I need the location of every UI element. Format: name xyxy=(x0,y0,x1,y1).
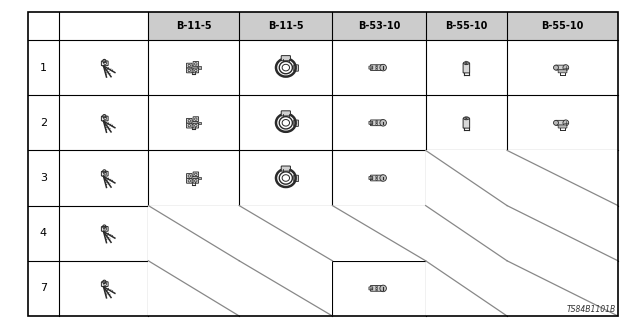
FancyBboxPatch shape xyxy=(463,63,470,73)
FancyBboxPatch shape xyxy=(371,175,383,181)
Circle shape xyxy=(554,120,559,125)
FancyBboxPatch shape xyxy=(190,66,197,69)
FancyBboxPatch shape xyxy=(371,285,383,291)
FancyBboxPatch shape xyxy=(371,65,383,70)
FancyBboxPatch shape xyxy=(186,123,192,128)
Circle shape xyxy=(380,120,387,126)
Ellipse shape xyxy=(463,62,469,65)
FancyBboxPatch shape xyxy=(558,70,567,73)
Text: TS84B1101B: TS84B1101B xyxy=(567,305,616,314)
Bar xyxy=(198,66,201,69)
Bar xyxy=(239,206,332,261)
Bar xyxy=(198,122,201,124)
FancyBboxPatch shape xyxy=(193,172,198,177)
FancyBboxPatch shape xyxy=(186,174,192,178)
FancyBboxPatch shape xyxy=(193,68,198,73)
FancyBboxPatch shape xyxy=(369,66,372,69)
Circle shape xyxy=(380,285,387,292)
Text: B-55-10: B-55-10 xyxy=(445,21,488,31)
Text: 3: 3 xyxy=(40,173,47,183)
Circle shape xyxy=(380,175,387,181)
Bar xyxy=(148,206,239,261)
FancyBboxPatch shape xyxy=(193,123,198,128)
Text: 7: 7 xyxy=(40,284,47,293)
Text: B-53-10: B-53-10 xyxy=(358,21,400,31)
FancyBboxPatch shape xyxy=(186,68,192,73)
Bar xyxy=(507,261,618,316)
FancyBboxPatch shape xyxy=(186,63,192,68)
Bar xyxy=(426,261,507,316)
FancyBboxPatch shape xyxy=(294,65,298,71)
Bar xyxy=(426,206,507,261)
Bar xyxy=(239,261,332,316)
Bar xyxy=(148,261,239,316)
Text: B-11-5: B-11-5 xyxy=(268,21,303,31)
FancyBboxPatch shape xyxy=(463,118,470,128)
FancyBboxPatch shape xyxy=(101,116,108,121)
FancyBboxPatch shape xyxy=(294,175,298,181)
Circle shape xyxy=(554,65,559,70)
FancyBboxPatch shape xyxy=(558,125,567,128)
Circle shape xyxy=(563,120,569,126)
Bar xyxy=(507,150,618,206)
Text: B-55-10: B-55-10 xyxy=(541,21,584,31)
FancyBboxPatch shape xyxy=(556,120,566,125)
Circle shape xyxy=(380,64,387,71)
Circle shape xyxy=(563,65,569,70)
FancyBboxPatch shape xyxy=(294,120,298,126)
FancyBboxPatch shape xyxy=(190,121,197,124)
FancyBboxPatch shape xyxy=(369,287,372,290)
Text: 2: 2 xyxy=(40,118,47,128)
Bar xyxy=(426,150,507,206)
Text: 1: 1 xyxy=(40,63,47,73)
FancyBboxPatch shape xyxy=(101,227,108,231)
Text: B-11-5: B-11-5 xyxy=(176,21,212,31)
FancyBboxPatch shape xyxy=(101,282,108,286)
Text: 4: 4 xyxy=(40,228,47,238)
FancyBboxPatch shape xyxy=(186,118,192,123)
Ellipse shape xyxy=(463,117,469,120)
FancyBboxPatch shape xyxy=(281,56,291,61)
FancyBboxPatch shape xyxy=(186,179,192,183)
FancyBboxPatch shape xyxy=(369,176,372,180)
FancyBboxPatch shape xyxy=(369,121,372,124)
FancyBboxPatch shape xyxy=(556,65,566,70)
FancyBboxPatch shape xyxy=(101,171,108,176)
FancyBboxPatch shape xyxy=(190,176,197,180)
FancyBboxPatch shape xyxy=(371,120,383,126)
FancyBboxPatch shape xyxy=(193,179,198,183)
Bar xyxy=(148,12,618,40)
FancyBboxPatch shape xyxy=(193,61,198,66)
FancyBboxPatch shape xyxy=(281,166,291,171)
Bar xyxy=(198,177,201,179)
FancyBboxPatch shape xyxy=(193,117,198,122)
FancyBboxPatch shape xyxy=(101,61,108,66)
Bar xyxy=(507,206,618,261)
Bar xyxy=(332,206,426,261)
FancyBboxPatch shape xyxy=(281,111,291,116)
